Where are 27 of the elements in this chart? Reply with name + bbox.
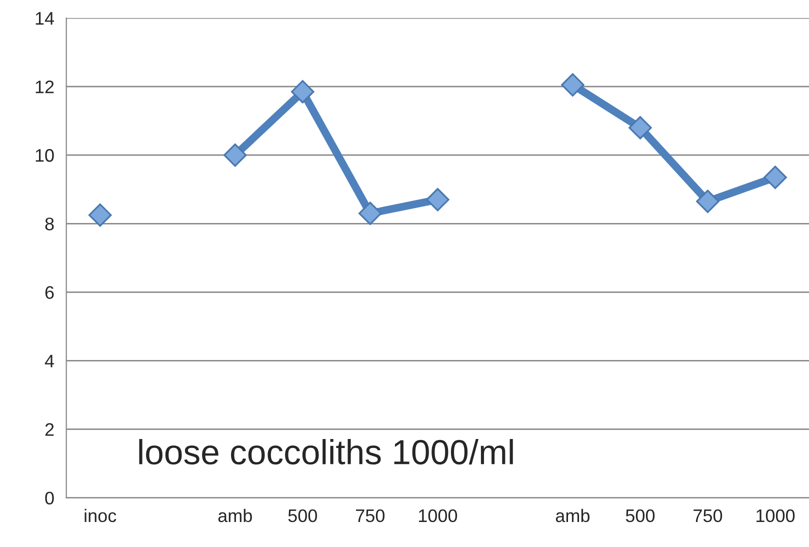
y-tick-label: 10 <box>36 149 54 162</box>
y-tick-label: 14 <box>36 12 54 25</box>
point <box>561 73 584 97</box>
y-tick-label: 2 <box>45 423 54 436</box>
y-tick-label: 8 <box>45 218 54 230</box>
point <box>628 116 652 140</box>
annotation: loose coccoliths 1000/ml <box>139 439 513 465</box>
point <box>223 143 247 167</box>
point <box>764 166 787 190</box>
x-tick-label: 750 <box>356 509 385 522</box>
x-tick-label: 1000 <box>756 509 795 522</box>
x-tick-label: 750 <box>694 509 722 522</box>
y-tick-label: 0 <box>45 492 54 504</box>
x-tick-label: amb <box>218 508 252 522</box>
point <box>696 190 720 214</box>
x-tick-label: inoc <box>84 508 116 522</box>
x-tick-label: 500 <box>626 509 655 522</box>
point <box>358 202 382 226</box>
y-tick-label: 6 <box>45 286 54 299</box>
point <box>426 188 450 212</box>
x-tick-label: 500 <box>288 509 317 522</box>
x-tick-label: 1000 <box>418 509 458 522</box>
x-tick-label: amb <box>556 508 590 522</box>
y-tick-label: 12 <box>36 80 54 94</box>
point <box>88 203 112 227</box>
y-tick-label: 4 <box>44 354 54 368</box>
point <box>291 80 314 104</box>
